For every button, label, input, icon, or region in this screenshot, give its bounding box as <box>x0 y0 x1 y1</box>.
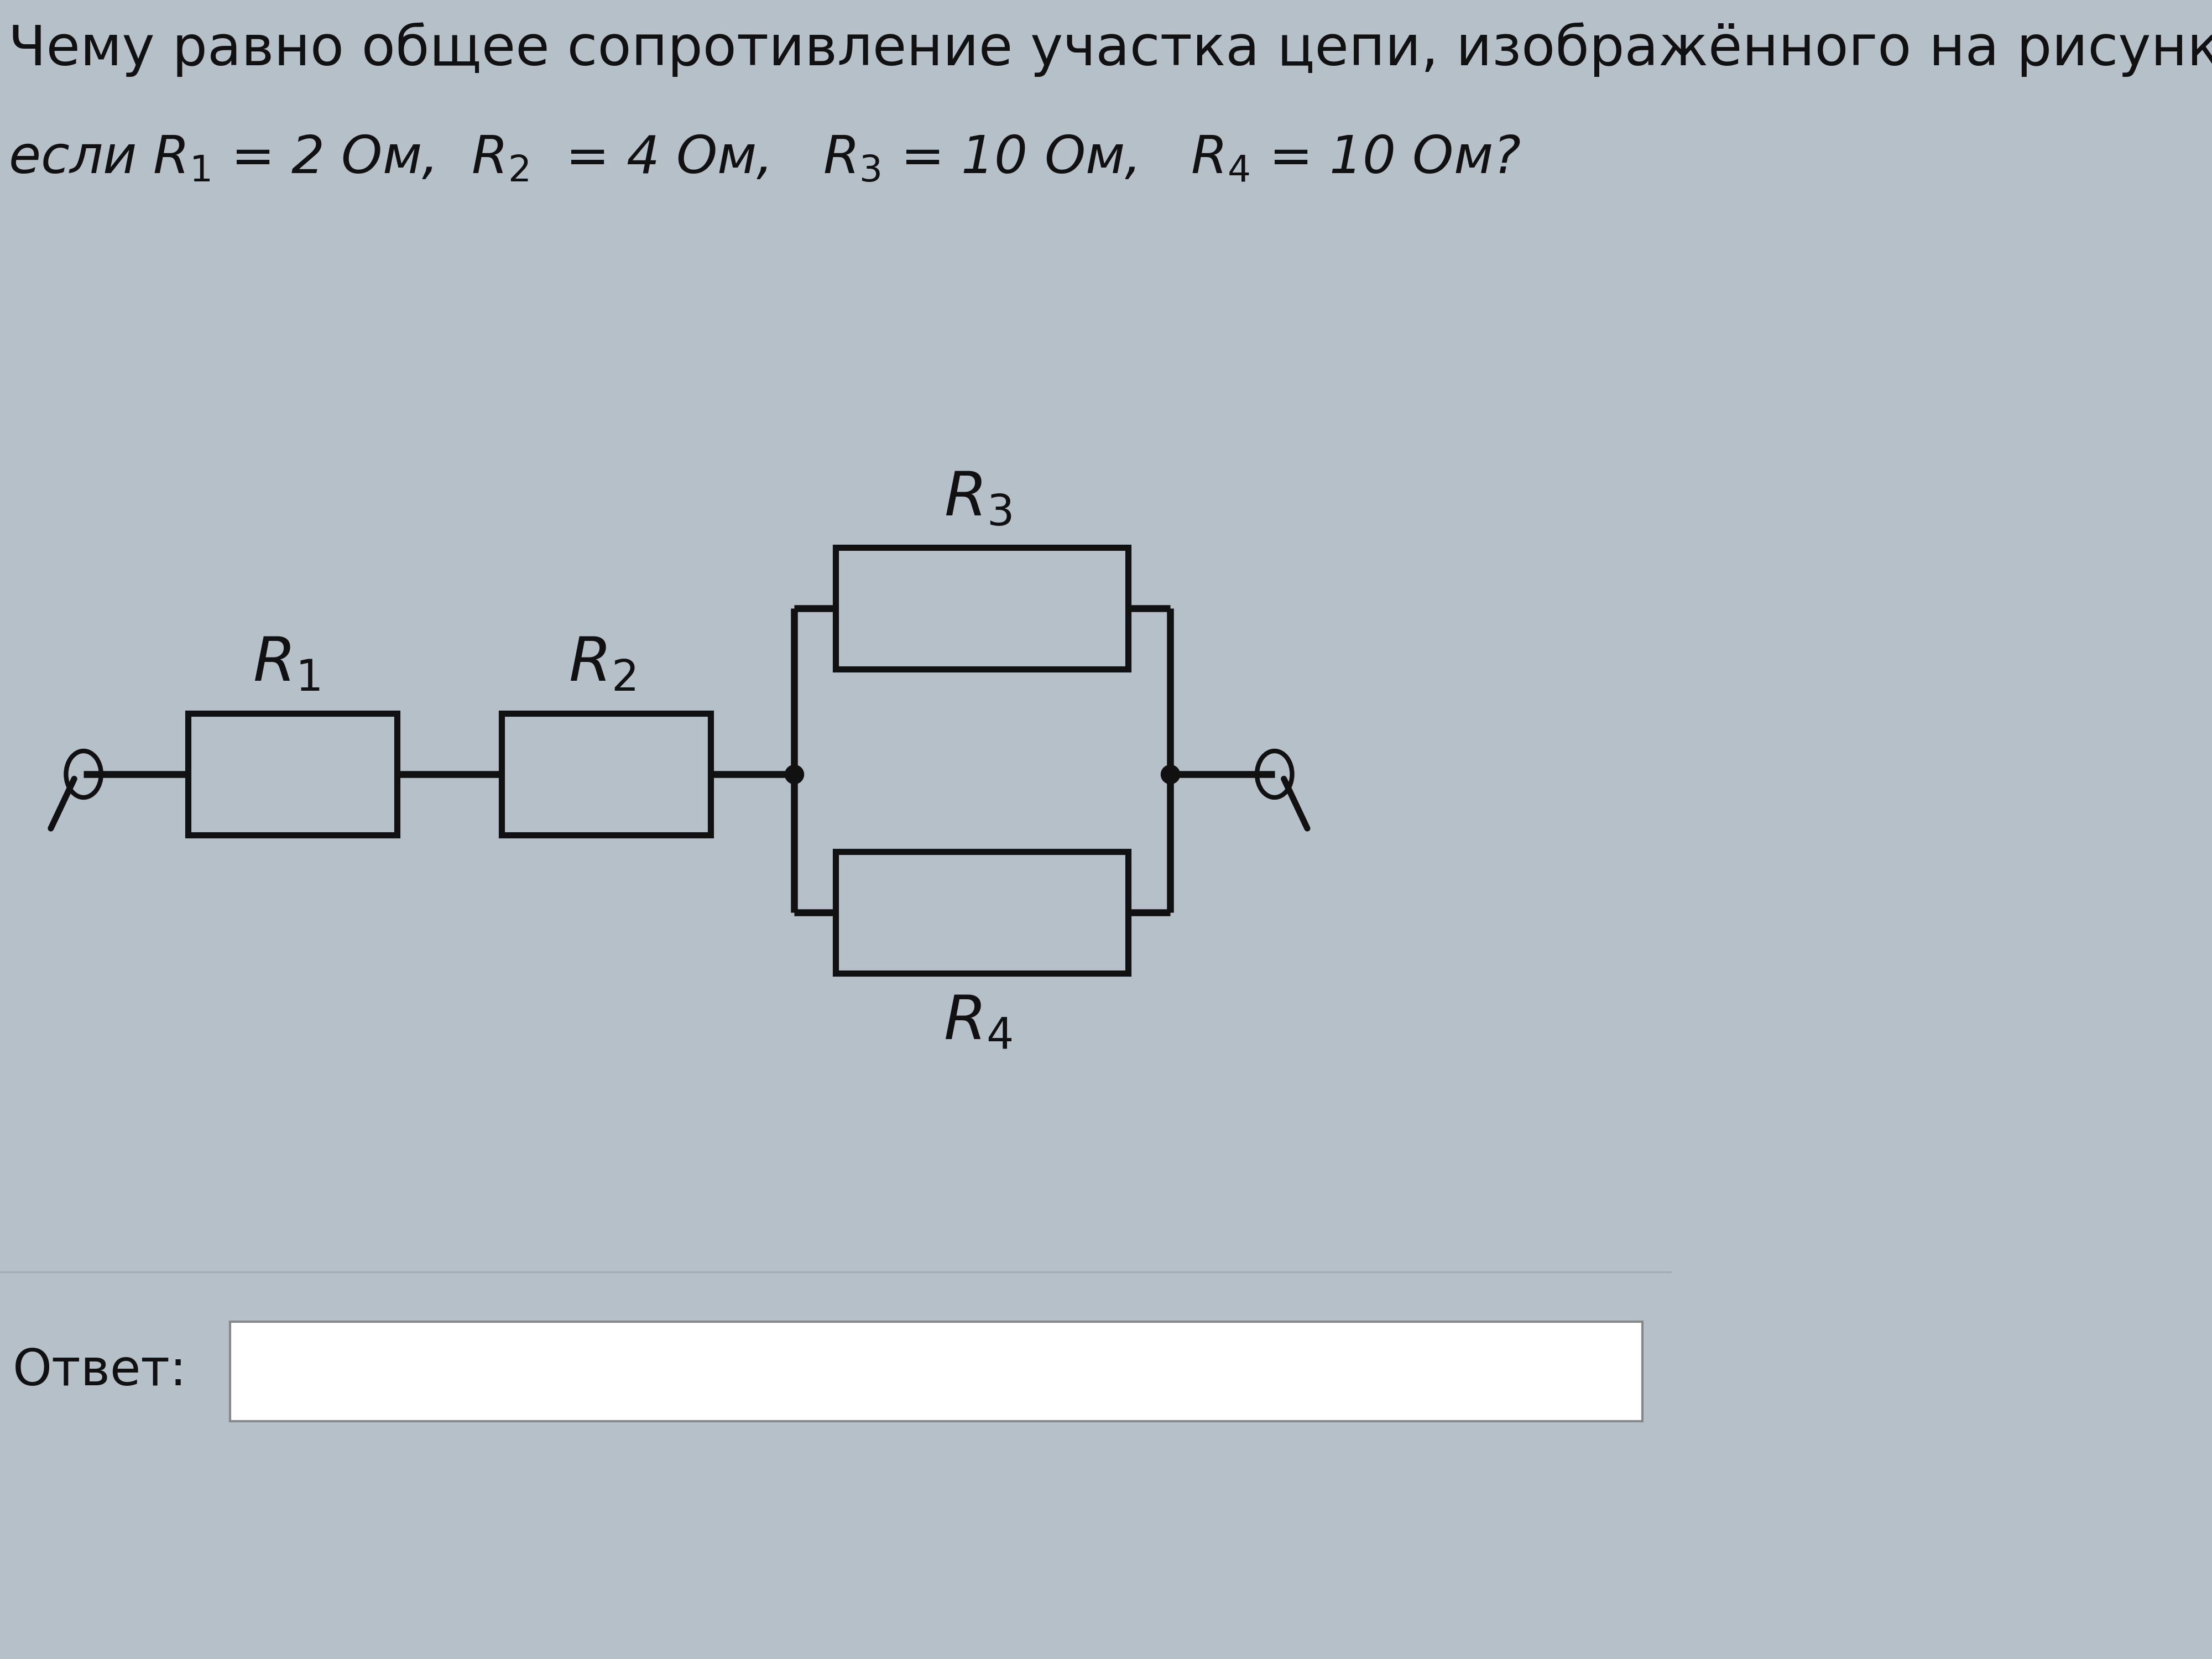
Bar <box>502 713 710 834</box>
Text: $R_1$: $R_1$ <box>252 635 321 693</box>
Bar <box>230 1322 1641 1422</box>
Bar <box>836 851 1128 974</box>
Point <box>776 761 812 788</box>
Text: $R_2$: $R_2$ <box>568 635 635 693</box>
Text: Чему равно общее сопротивление участка цепи, изображённого на рисунке: Чему равно общее сопротивление участка ц… <box>9 22 2212 76</box>
Text: если $R_1$ = 2 Ом,  $R_2$  = 4 Ом,   $R_3$ = 10 Ом,   $R_4$ = 10 Ом?: если $R_1$ = 2 Ом, $R_2$ = 4 Ом, $R_3$ =… <box>9 133 1520 184</box>
Text: $R_3$: $R_3$ <box>945 469 1011 528</box>
Bar <box>188 713 396 834</box>
Text: $R_4$: $R_4$ <box>945 992 1013 1052</box>
Point <box>1152 761 1188 788</box>
Text: Ответ:: Ответ: <box>13 1347 186 1395</box>
Bar <box>836 547 1128 669</box>
